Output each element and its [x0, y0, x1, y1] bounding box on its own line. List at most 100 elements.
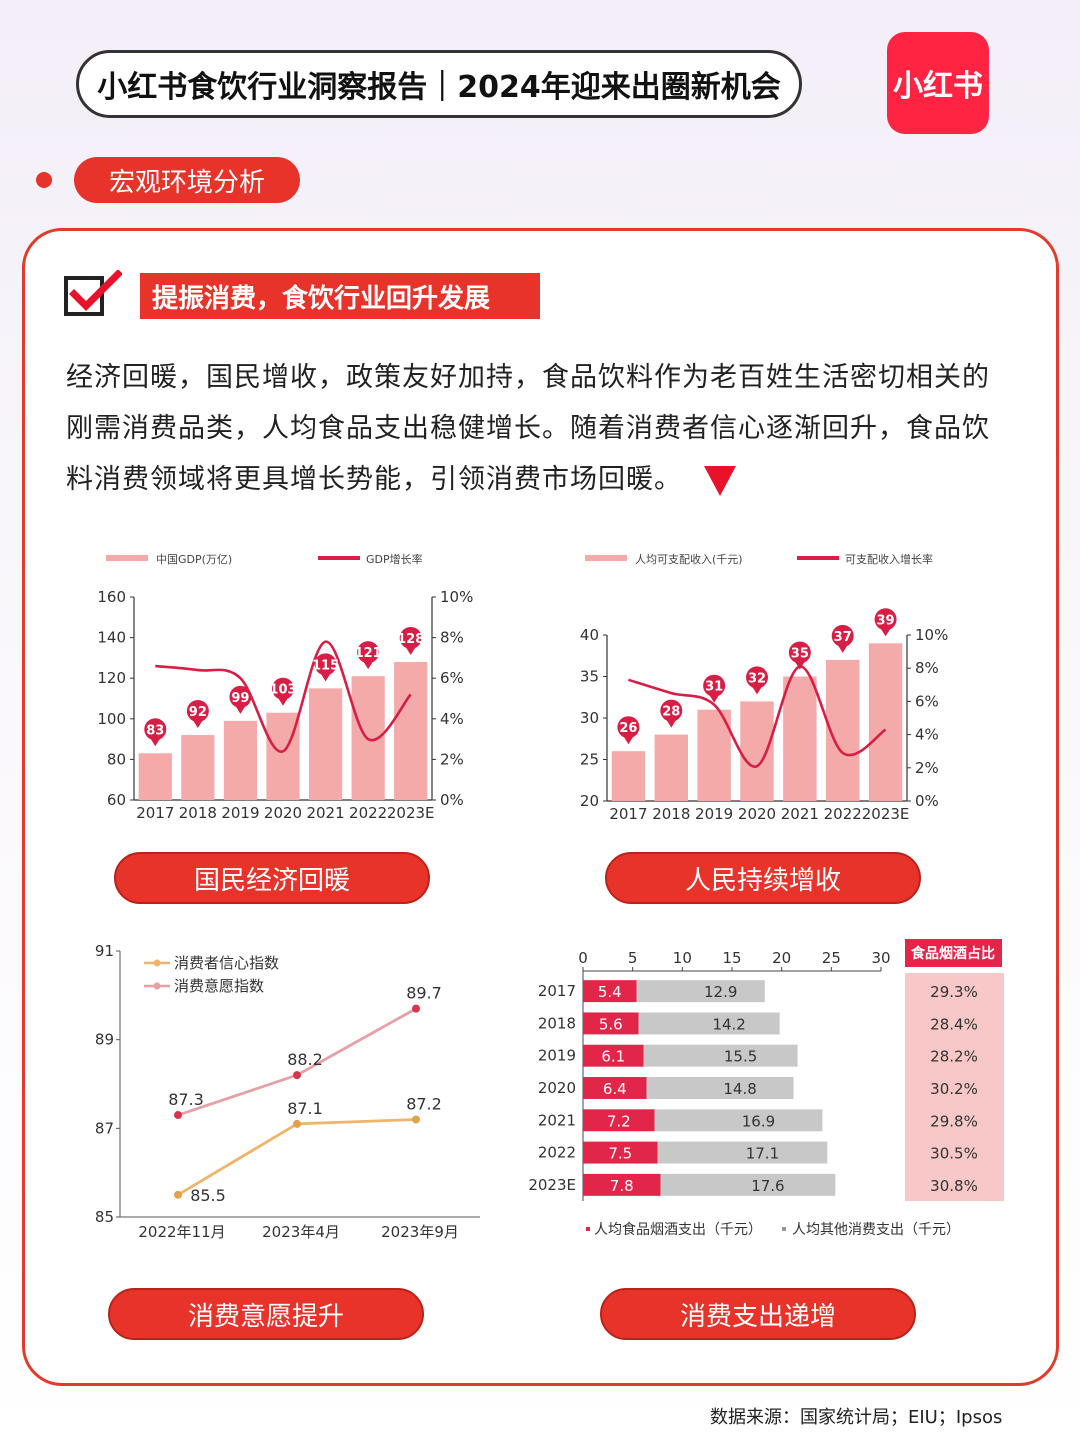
y-tick-label: 2022	[538, 1144, 576, 1162]
legend-label-bar: 人均可支配收入(千元)	[635, 552, 743, 566]
share-table-bg	[905, 973, 1004, 1201]
data-pin-tail	[794, 661, 805, 670]
data-point	[412, 1004, 420, 1013]
legend-swatch-line	[318, 556, 360, 560]
data-label: 115	[312, 658, 339, 673]
data-label: 83	[146, 723, 164, 738]
bar-other-label: 16.9	[742, 1112, 775, 1130]
share-value: 29.8%	[930, 1112, 978, 1130]
bar-other-label: 12.9	[704, 983, 737, 1001]
spending-chart: 0 5 10 15 20 25 30 2017 5.4 12.9 2018 5.6 14.2 2019 6.…	[528, 939, 1004, 1238]
left-tick-label: 120	[97, 669, 126, 687]
data-pin-tail	[666, 719, 677, 728]
bar	[308, 688, 343, 800]
body-paragraph: 经济回暖，国民增收，政策友好加持，食品饮料作为老百姓生活密切相关的刚需消费品类，…	[66, 352, 1014, 505]
x-tick-label: 2018	[652, 805, 690, 823]
x-tick-label: 2021	[306, 804, 344, 822]
x-tick-label: 2021	[781, 805, 819, 823]
data-point	[293, 1119, 301, 1128]
bar-food-label: 6.1	[601, 1048, 625, 1066]
data-label: 31	[705, 680, 723, 695]
y-tick-label: 2021	[538, 1111, 576, 1129]
data-pin	[617, 716, 640, 739]
data-pin	[399, 626, 422, 649]
y-tick-label: 2018	[538, 1014, 576, 1032]
left-tick-label: 80	[107, 750, 126, 768]
x-tick-label: 2022	[824, 805, 862, 823]
data-label: 99	[231, 691, 249, 706]
y-tick-label: 2017	[538, 982, 576, 1000]
data-pin	[144, 718, 167, 741]
bar	[611, 751, 646, 801]
growth-line	[628, 665, 887, 768]
bar-food	[583, 1109, 655, 1132]
bar-food-label: 7.5	[608, 1145, 632, 1163]
left-tick-label: 160	[97, 588, 126, 606]
data-pin	[788, 641, 811, 664]
bar-other	[660, 1173, 836, 1196]
legend-swatch-other	[782, 1227, 786, 1231]
data-pin-tail	[623, 736, 634, 745]
data-pin-tail	[235, 705, 246, 714]
data-label: 121	[355, 646, 382, 661]
x-tick-label: 30	[871, 949, 890, 967]
legend-label-line: GDP增长率	[366, 552, 423, 566]
data-point	[293, 1071, 301, 1080]
data-label: 26	[619, 721, 637, 736]
legend-swatch-food	[586, 1227, 590, 1231]
x-tick-label: 2017	[609, 805, 647, 823]
x-tick-label: 2020	[738, 805, 776, 823]
legend-marker	[153, 959, 161, 967]
data-pin-tail	[192, 720, 203, 729]
legend-label-bar: 中国GDP(万亿)	[156, 553, 232, 566]
share-value: 30.8%	[930, 1177, 978, 1195]
y-tick-label: 2020	[538, 1079, 576, 1097]
bar-other-label: 14.2	[712, 1015, 745, 1033]
share-table-header-bg	[905, 939, 1002, 967]
bar	[138, 753, 172, 800]
right-tick-label: 0%	[440, 791, 464, 809]
confidence-chart: 85 87 89 91 2022年11月 2023年4月 2023年9月 消费者信心指数 85.…	[95, 942, 480, 1241]
data-pin-tail	[405, 646, 416, 655]
bar	[783, 676, 817, 801]
data-pin	[357, 641, 380, 664]
bar-other	[636, 980, 765, 1003]
xiaohongshu-logo: 小红书	[887, 32, 989, 134]
data-point	[412, 1115, 420, 1124]
body-text: 经济回暖，国民增收，政策友好加持，食品饮料作为老百姓生活密切相关的刚需消费品类，…	[66, 362, 990, 495]
y-tick-label: 85	[95, 1208, 114, 1226]
right-tick-label: 6%	[440, 669, 464, 687]
x-tick-label: 2020	[264, 804, 302, 822]
data-label: 32	[748, 671, 766, 686]
bar-food	[583, 980, 637, 1003]
bar	[740, 701, 774, 801]
down-triangle-icon	[704, 465, 736, 496]
legend-swatch-bar	[106, 555, 148, 561]
x-tick-label: 10	[673, 949, 692, 967]
legend-label: 消费意愿指数	[174, 977, 264, 995]
data-pin	[229, 685, 252, 708]
share-value: 30.5%	[930, 1145, 978, 1163]
data-pin-tail	[880, 628, 891, 637]
bar-other-label: 15.5	[724, 1048, 757, 1066]
bar-food-label: 7.2	[607, 1112, 631, 1130]
data-pin	[314, 653, 337, 676]
x-tick-label: 2019	[221, 804, 259, 822]
y-tick-label: 89	[95, 1031, 114, 1049]
y-tick-label: 2019	[538, 1047, 576, 1065]
data-source: 数据来源：国家统计局；EIU；Ipsos	[710, 1407, 1003, 1428]
data-label: 87.1	[287, 1099, 323, 1118]
bar	[697, 709, 731, 801]
data-pin	[831, 624, 854, 647]
growth-line	[155, 640, 412, 753]
data-point	[174, 1111, 182, 1120]
bar-food-label: 7.8	[610, 1177, 634, 1195]
legend-label-other: 人均其他消费支出（千元）	[792, 1222, 960, 1238]
right-tick-label: 6%	[915, 692, 939, 710]
data-label: 92	[189, 705, 207, 720]
x-tick-label: 2022年11月	[138, 1223, 225, 1241]
data-pin-tail	[278, 697, 288, 706]
left-tick-label: 60	[107, 791, 126, 809]
left-tick-label: 20	[580, 792, 599, 810]
bar-other	[657, 1141, 828, 1164]
